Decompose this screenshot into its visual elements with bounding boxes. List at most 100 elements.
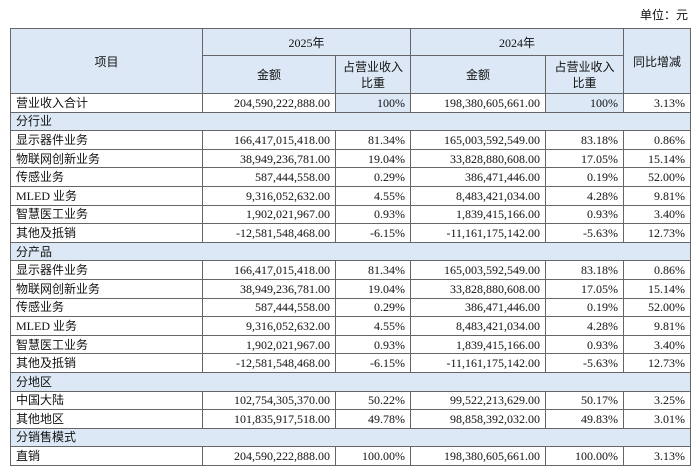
value-cell: 3.25% (623, 390, 692, 411)
value-cell: 386,471,446.00 (410, 167, 547, 187)
value-cell: 166,417,015,418.00 (202, 260, 336, 280)
table-header: 项目 2025年 2024年 同比增减 金额 占营业收入比重 金额 占营业收入比… (10, 28, 692, 94)
item-cell: 分产品 (9, 241, 692, 262)
value-cell: 4.55% (334, 185, 412, 206)
value-cell: 0.19% (545, 297, 625, 318)
data-row: 其他及抵销 -12,581,548,468.00 -6.15% -11,161,175… (10, 353, 692, 373)
data-row: 显示器件业务 166,417,015,418.00 81.34% 165,003,59… (10, 130, 692, 150)
revenue-table: 项目 2025年 2024年 同比增减 金额 占营业收入比重 金额 占营业收入比… (9, 28, 692, 466)
value-cell: 83.18% (545, 260, 625, 280)
value-cell: -6.15% (334, 223, 412, 243)
item-cell: 中国大陆 (10, 390, 203, 411)
item-cell: 传感业务 (10, 297, 203, 318)
item-cell: 智慧医工业务 (10, 204, 203, 225)
data-row: 营业收入合计 204,590,222,888.00 100% 198,380,605,… (10, 93, 692, 113)
value-cell: 1,902,021,967.00 (202, 334, 336, 355)
item-cell: 其他及抵销 (10, 353, 203, 373)
data-row: 其他地区 101,835,917,518.00 49.78% 98,858,392,0… (10, 409, 692, 429)
header-cell: 同比增减 (623, 28, 692, 94)
value-cell: 0.19% (545, 167, 625, 187)
header-cell: 项目 (10, 28, 203, 94)
value-cell: 50.22% (334, 390, 412, 411)
data-row: 物联网创新业务 38,949,236,781.00 19.04% 33,828,880… (10, 148, 692, 169)
value-cell: 8,483,421,034.00 (410, 316, 547, 336)
item-cell: 其他及抵销 (10, 223, 203, 243)
value-cell: 0.29% (334, 297, 412, 318)
value-cell: 19.04% (334, 148, 412, 169)
value-cell: 1,839,415,166.00 (410, 334, 547, 355)
value-cell: 83.18% (545, 130, 625, 150)
item-cell: 营业收入合计 (10, 93, 203, 113)
value-cell: 587,444,558.00 (202, 167, 336, 187)
value-cell: 587,444,558.00 (202, 297, 336, 318)
item-cell: 显示器件业务 (10, 130, 203, 150)
data-row: 传感业务 587,444,558.00 0.29% 386,471,446.00 0.1… (10, 297, 692, 318)
value-cell: 50.17% (545, 390, 625, 411)
item-cell: 传感业务 (10, 167, 203, 187)
data-row: MLED 业务 9,316,052,632.00 4.55% 8,483,421,03… (10, 316, 692, 336)
unit-label: 单位：元 (639, 8, 688, 22)
item-cell: 显示器件业务 (10, 260, 203, 280)
value-cell: 8,483,421,034.00 (410, 185, 547, 206)
value-cell: 12.73% (623, 353, 692, 373)
value-cell: -12,581,548,468.00 (202, 223, 336, 243)
value-cell: -11,161,175,142.00 (410, 353, 547, 373)
value-cell: 38,949,236,781.00 (202, 278, 336, 299)
value-cell: 165,003,592,549.00 (410, 130, 547, 150)
value-cell: 33,828,880,608.00 (410, 148, 547, 169)
value-cell: 81.34% (334, 260, 412, 280)
item-cell: 其他地区 (10, 409, 203, 429)
value-cell: 100% (545, 93, 625, 113)
item-cell: 智慧医工业务 (10, 334, 203, 355)
data-row: 传感业务 587,444,558.00 0.29% 386,471,446.00 0.1… (10, 167, 692, 187)
value-cell: 0.93% (334, 334, 412, 355)
value-cell: 0.29% (334, 167, 412, 187)
value-cell: 100.00% (334, 446, 412, 466)
value-cell: 0.93% (545, 204, 625, 225)
item-cell: MLED 业务 (10, 316, 203, 336)
value-cell: 15.14% (623, 278, 692, 299)
value-cell: 4.55% (334, 316, 412, 336)
section-row: 分销售模式 (9, 427, 692, 448)
item-cell: 分地区 (9, 371, 692, 392)
item-cell: 分行业 (9, 111, 692, 132)
value-cell: -6.15% (334, 353, 412, 373)
data-row: 中国大陆 102,754,305,370.00 50.22% 99,522,213,6… (10, 390, 692, 411)
value-cell: 198,380,605,661.00 (410, 93, 547, 113)
value-cell: 81.34% (334, 130, 412, 150)
value-cell: 3.13% (623, 93, 692, 113)
value-cell: 9.81% (623, 316, 692, 336)
item-cell: 分销售模式 (9, 427, 692, 448)
value-cell: 204,590,222,888.00 (202, 93, 336, 113)
value-cell: 49.83% (545, 409, 625, 429)
value-cell: 0.86% (623, 130, 692, 150)
data-row: 智慧医工业务 1,902,021,967.00 0.93% 1,839,415,166… (10, 204, 692, 225)
header-cell: 金额 (410, 55, 547, 94)
value-cell: 12.73% (623, 223, 692, 243)
item-cell: MLED 业务 (10, 185, 203, 206)
value-cell: 9.81% (623, 185, 692, 206)
value-cell: 9,316,052,632.00 (202, 316, 336, 336)
value-cell: 38,949,236,781.00 (202, 148, 336, 169)
value-cell: 101,835,917,518.00 (202, 409, 336, 429)
header-cell: 占营业收入比重 (334, 55, 412, 94)
value-cell: 165,003,592,549.00 (410, 260, 547, 280)
value-cell: 4.28% (545, 316, 625, 336)
value-cell: -5.63% (545, 223, 625, 243)
data-row: 其他及抵销 -12,581,548,468.00 -6.15% -11,161,175… (10, 223, 692, 243)
header-cell: 占营业收入比重 (545, 55, 625, 94)
value-cell: 49.78% (334, 409, 412, 429)
header-cell: 2024年 (410, 28, 625, 56)
data-row: MLED 业务 9,316,052,632.00 4.55% 8,483,421,03… (10, 185, 692, 206)
item-cell: 直销 (10, 446, 203, 466)
data-row: 物联网创新业务 38,949,236,781.00 19.04% 33,828,880… (10, 278, 692, 299)
value-cell: 15.14% (623, 148, 692, 169)
value-cell: 4.28% (545, 185, 625, 206)
value-cell: 0.93% (545, 334, 625, 355)
section-row: 分地区 (9, 371, 692, 392)
value-cell: 33,828,880,608.00 (410, 278, 547, 299)
section-row: 分产品 (9, 241, 692, 262)
item-cell: 物联网创新业务 (10, 148, 203, 169)
header-cell: 2025年 (201, 28, 412, 56)
